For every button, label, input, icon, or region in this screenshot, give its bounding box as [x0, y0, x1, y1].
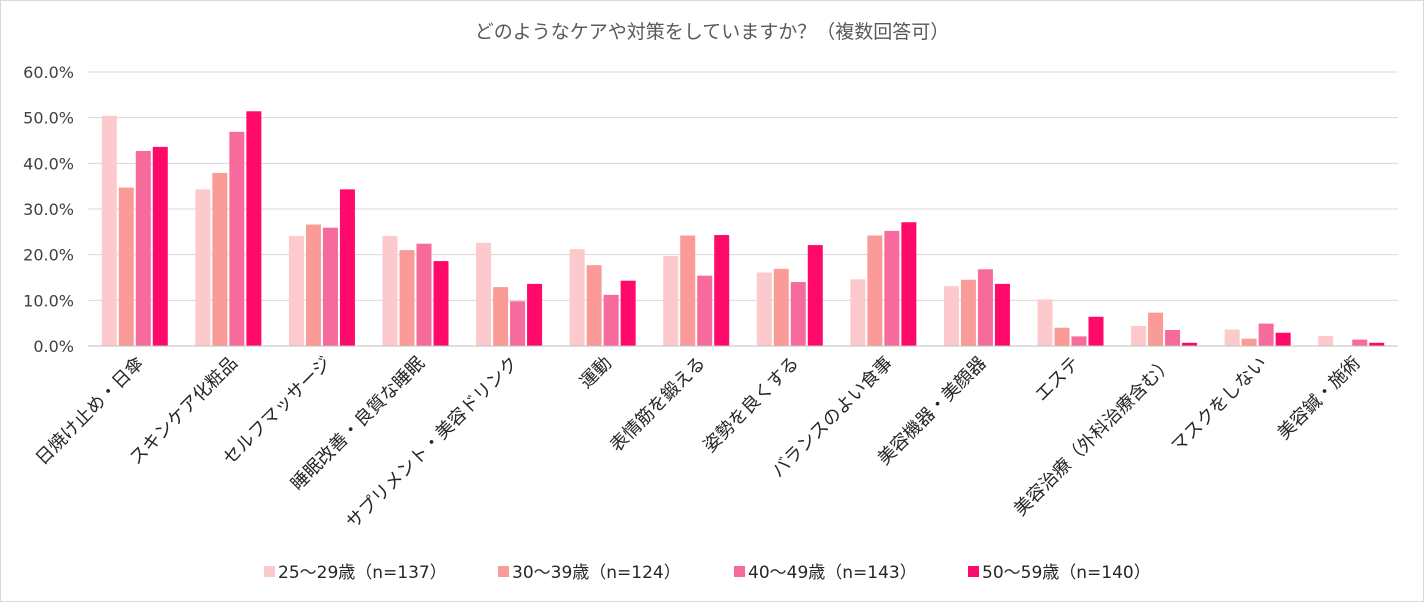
bar: [1148, 312, 1164, 346]
category-label: 美容鍼・施術: [1274, 353, 1365, 444]
category-label: 美容治療（外科治療含む）: [1010, 353, 1178, 521]
bar: [510, 301, 526, 346]
bar: [1037, 299, 1053, 346]
bar: [884, 230, 900, 346]
bar: [433, 261, 449, 346]
bar: [101, 115, 117, 346]
gridlines: [88, 71, 1398, 301]
bar: [960, 279, 976, 346]
bar: [288, 235, 304, 346]
bar: [382, 235, 398, 346]
category-label: 姿勢を良くする: [699, 353, 803, 457]
y-axis-ticks: 0.0% 10.0% 20.0% 30.0% 40.0% 50.0% 60.0%: [23, 63, 74, 356]
bar: [620, 280, 636, 346]
bar: [322, 227, 338, 346]
y-tick-label: 0.0%: [33, 337, 74, 356]
legend-swatch: [264, 566, 275, 577]
bar: [1071, 336, 1087, 346]
bar: [773, 268, 789, 346]
y-tick-label: 20.0%: [23, 246, 74, 265]
y-tick-label: 40.0%: [23, 154, 74, 173]
bar: [212, 172, 228, 346]
bar: [756, 272, 772, 346]
bar: [586, 265, 602, 346]
bar: [1054, 327, 1070, 346]
bar: [399, 250, 415, 346]
bar: [152, 146, 168, 346]
bar: [977, 269, 993, 346]
legend-swatch: [734, 566, 745, 577]
bar: [714, 235, 730, 346]
bar: [697, 275, 713, 346]
bar: [1182, 342, 1198, 346]
bar: [569, 249, 585, 346]
bar: [527, 283, 543, 346]
legend: 25～29歳（n=137） 30～39歳（n=124） 40～49歳（n=143） 5…: [264, 563, 1151, 583]
bar: [135, 151, 151, 346]
bar: [901, 222, 917, 346]
bar: [1318, 335, 1334, 346]
category-label: マスクをしない: [1167, 353, 1271, 457]
bar: [790, 282, 806, 346]
bar: [1131, 325, 1147, 346]
category-labels: 日焼け止め・日傘スキンケア化粧品セルフマッサージ睡眠改善・良質な睡眠サプリメント…: [32, 353, 1365, 533]
bar: [1275, 332, 1291, 346]
bar: [246, 111, 262, 346]
bar: [943, 286, 959, 346]
legend-label: 40～49歳（n=143）: [748, 563, 917, 583]
bar: [807, 245, 823, 346]
bar: [305, 224, 321, 346]
bar: [476, 242, 492, 346]
bar: [416, 243, 432, 346]
bar: [1224, 329, 1240, 346]
bar: [118, 187, 134, 346]
chart-title: どのようなケアや対策をしていますか？（複数回答可）: [475, 21, 949, 43]
y-tick-label: 60.0%: [23, 63, 74, 82]
y-tick-label: 30.0%: [23, 200, 74, 219]
y-tick-label: 50.0%: [23, 109, 74, 128]
category-label: エステ: [1031, 353, 1084, 406]
bar: [1165, 330, 1181, 346]
legend-swatch: [498, 566, 509, 577]
bars: [101, 111, 1385, 346]
bar: [867, 235, 883, 346]
bar: [1352, 339, 1368, 346]
bar: [1241, 338, 1257, 346]
legend-swatch: [968, 566, 979, 577]
legend-label: 30～39歳（n=124）: [512, 563, 681, 583]
category-label: 運動: [576, 353, 616, 393]
category-label: 表情筋を鍛える: [606, 353, 710, 457]
category-label: サプリメント・美容ドリンク: [342, 353, 522, 533]
bar: [663, 256, 679, 346]
bar: [493, 287, 509, 346]
y-tick-label: 10.0%: [23, 291, 74, 310]
legend-label: 50～59歳（n=140）: [982, 563, 1151, 583]
bar: [1369, 342, 1385, 346]
bar: [850, 279, 866, 346]
bar: [1258, 323, 1274, 346]
legend-label: 25～29歳（n=137）: [278, 563, 447, 583]
bar: [994, 283, 1010, 346]
bar: [195, 189, 211, 346]
bar: [1088, 316, 1104, 346]
bar: [339, 189, 355, 346]
bar: [229, 131, 245, 346]
bar: [603, 294, 619, 346]
bar: [680, 235, 696, 346]
